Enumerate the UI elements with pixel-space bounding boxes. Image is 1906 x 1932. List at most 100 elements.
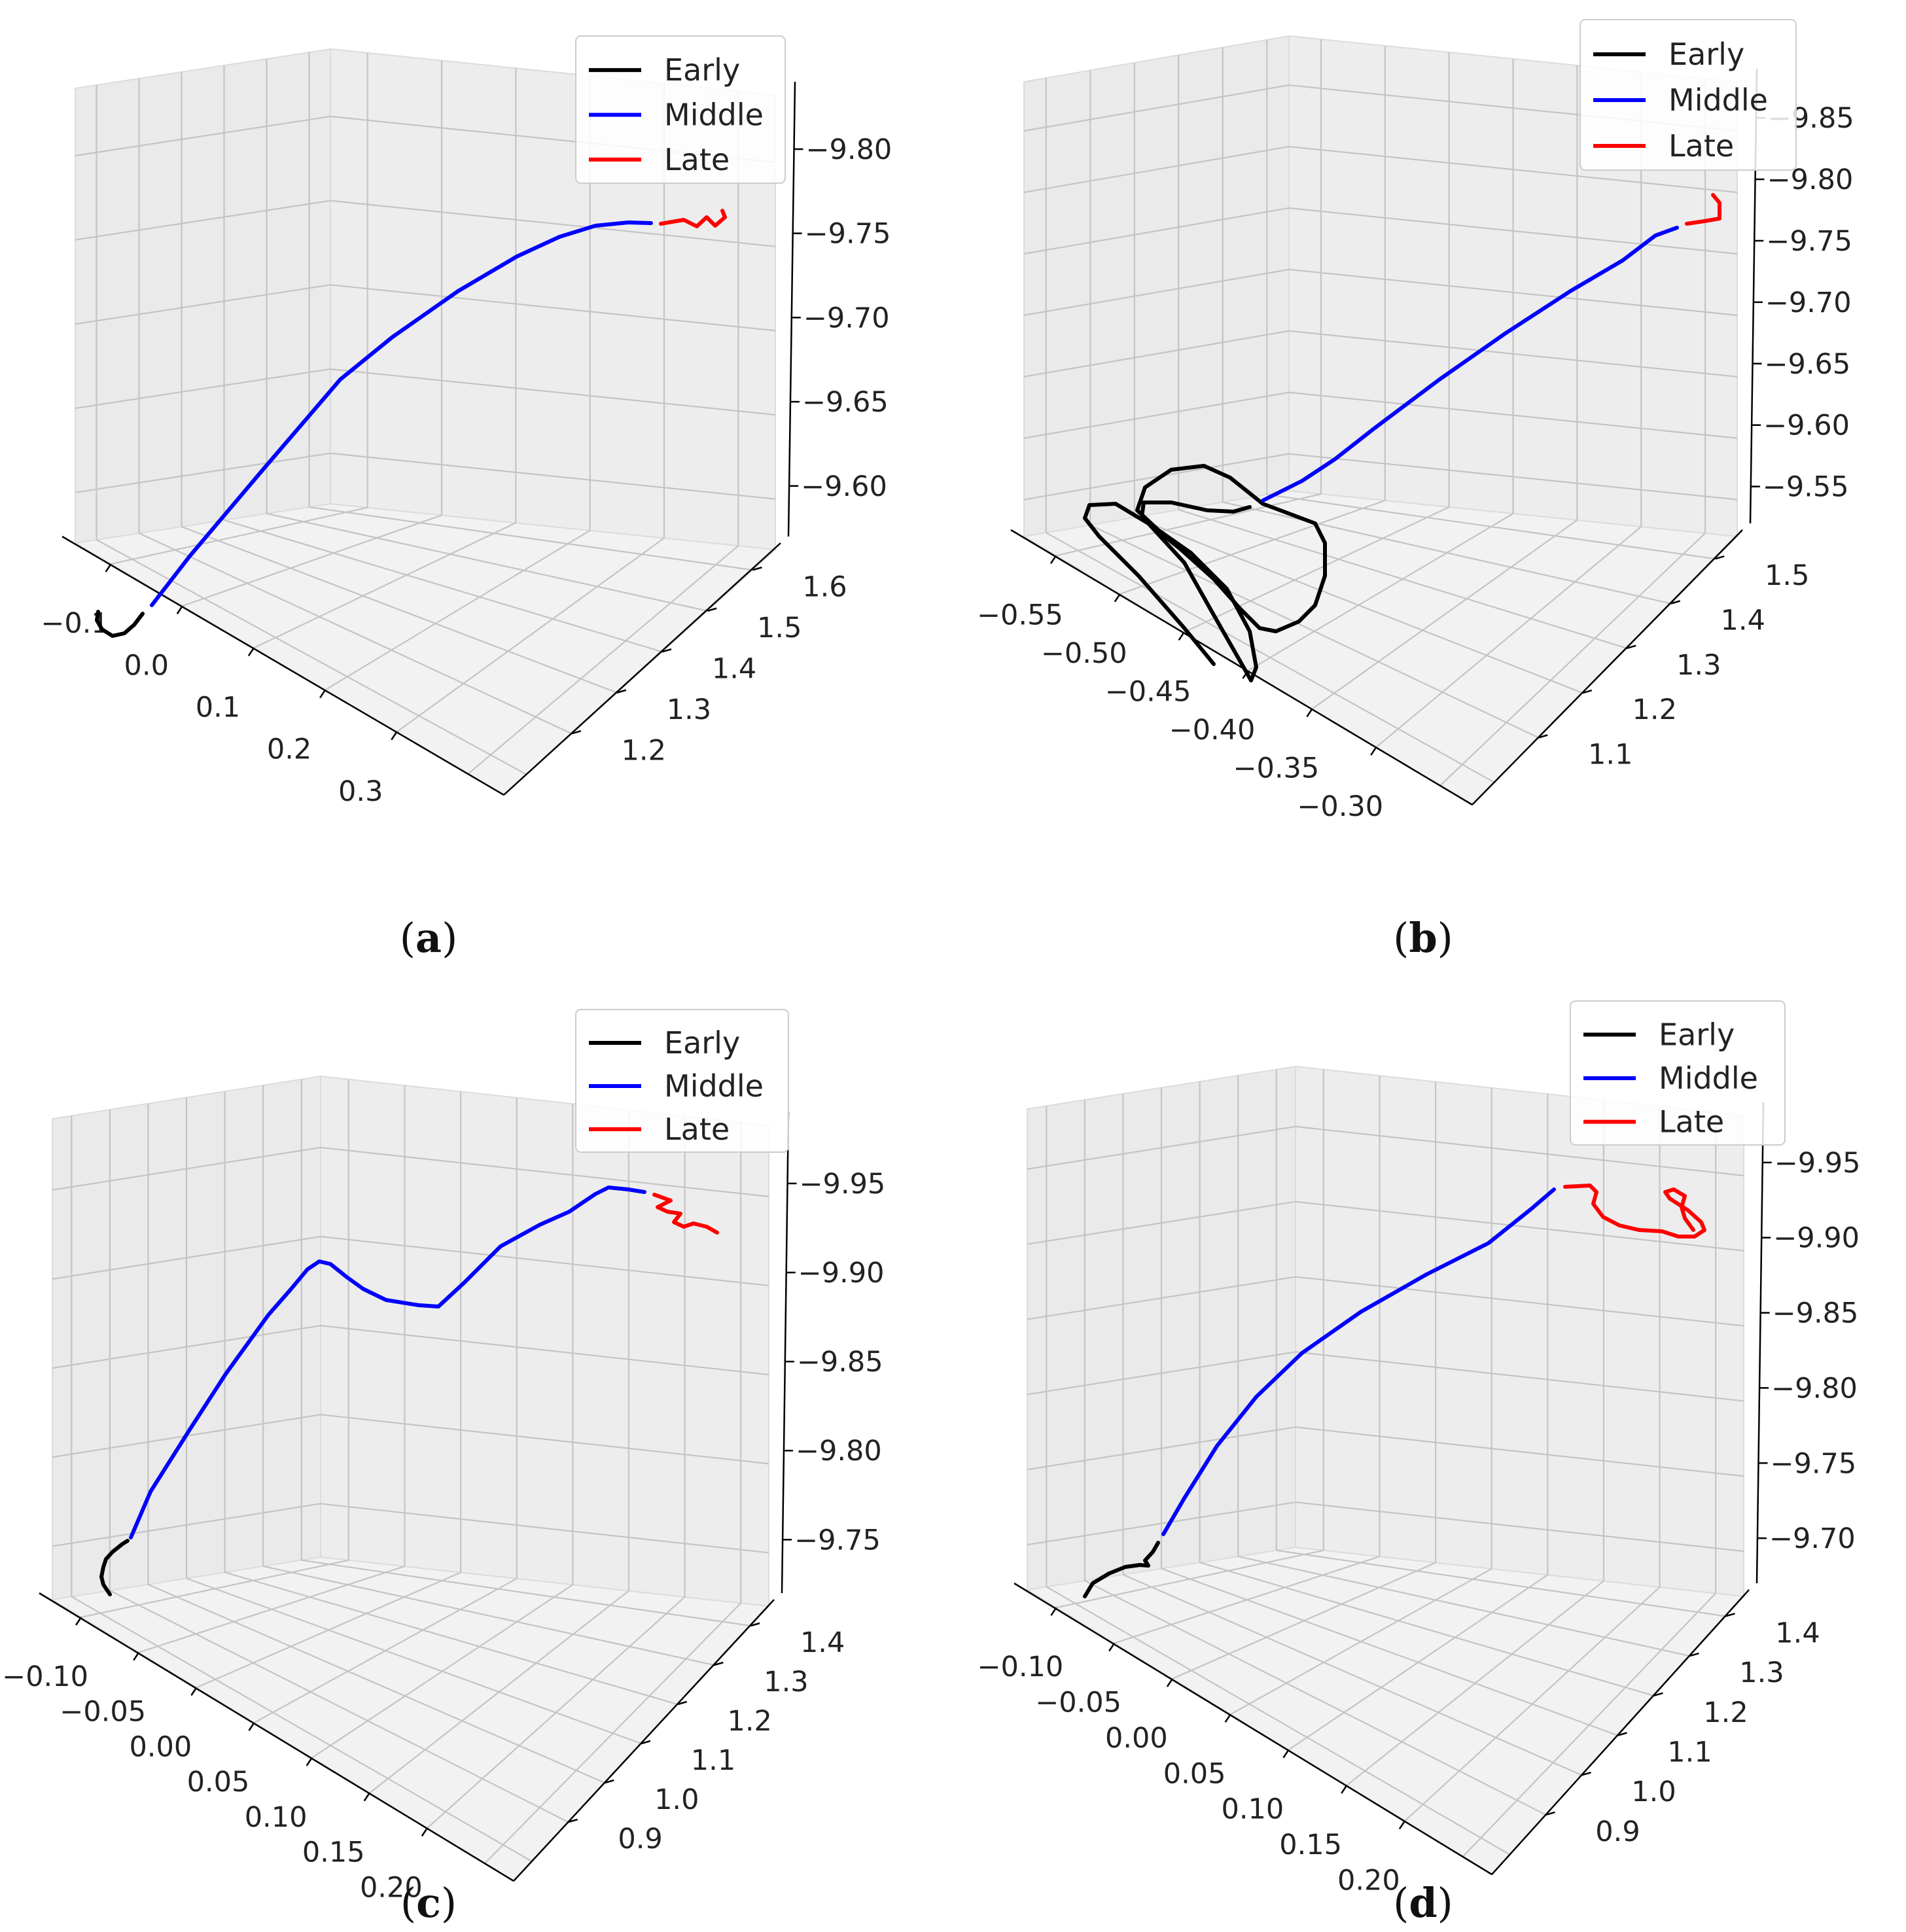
legend: Early Middle Late (575, 35, 786, 184)
series-middle-line (1261, 226, 1679, 502)
y-tick (641, 1740, 651, 1745)
legend: Early Middle Late (575, 1009, 789, 1153)
x-tick (176, 605, 183, 614)
x-tick-label: −0.50 (1041, 637, 1127, 670)
x-tick (1341, 1785, 1348, 1794)
z-tick-label: −9.95 (800, 1168, 886, 1201)
gridline-z (1027, 1125, 1744, 1176)
panel-caption: (a) (400, 914, 458, 962)
legend-label-middle: Middle (664, 1068, 764, 1104)
gridline-z (1023, 268, 1738, 316)
chart-panel-c: −0.10−0.050.000.050.100.150.20 1.4 1.3 1.2 1… (2, 1009, 886, 1927)
gridline-y (266, 512, 708, 612)
gridline-y (1134, 516, 1583, 694)
y-tick (707, 607, 717, 612)
z-tick-label: −9.90 (1773, 1222, 1860, 1255)
x-tick-label: 0.15 (1279, 1829, 1342, 1861)
x-tick (421, 1827, 428, 1837)
legend-label-early: Early (664, 1025, 740, 1061)
gridline-z (52, 1414, 769, 1465)
x-axis-line (1014, 1582, 1492, 1876)
series-late-line (1685, 193, 1721, 226)
gridline-z (1027, 1276, 1744, 1327)
z-tick-label: −9.70 (803, 302, 890, 334)
gridline-z (1027, 1501, 1744, 1553)
gridline-z (1023, 330, 1738, 378)
y-tick-label: 0.9 (618, 1823, 662, 1855)
z-tick-label: −9.75 (1771, 1447, 1857, 1480)
gridline-x (182, 514, 442, 607)
y-tick-label: 1.5 (1765, 559, 1809, 592)
z-tick-label: −9.80 (796, 1435, 882, 1467)
gridline-y (1199, 1562, 1654, 1696)
z-tick-label: −9.75 (1766, 225, 1852, 258)
legend-box (1570, 1000, 1786, 1146)
x-tick-label: 0.10 (245, 1801, 308, 1834)
series-early-line (99, 1539, 130, 1596)
legend-box (575, 1009, 789, 1153)
x-tick (1398, 1820, 1405, 1830)
y-tick-label: 1.4 (1775, 1617, 1820, 1649)
y-tick (1545, 1811, 1555, 1816)
series-middle-line (129, 1186, 646, 1539)
x-tick (1178, 631, 1185, 641)
legend-box (1580, 19, 1797, 171)
legend-label-middle: Middle (1659, 1061, 1758, 1096)
series-middle-line (150, 220, 653, 607)
gridline-x (396, 537, 665, 733)
x-tick (1370, 746, 1377, 756)
y-tick-label: 1.2 (1703, 1696, 1748, 1729)
gridline-y (96, 539, 527, 775)
y-axis-line (513, 1599, 775, 1882)
z-axis-line (1756, 1102, 1765, 1584)
legend-label-late: Late (1659, 1104, 1724, 1140)
x-tick (319, 689, 326, 699)
right-back-pane (1295, 1065, 1744, 1598)
legend-label-late: Late (664, 1112, 730, 1147)
z-axis-line (787, 81, 796, 537)
z-tick-label: −9.55 (1763, 471, 1849, 504)
y-tick (662, 648, 672, 653)
gridline-x (1055, 493, 1322, 557)
y-tick-label: 1.3 (667, 694, 711, 726)
y-tick (1689, 1652, 1699, 1657)
z-tick-label: −9.75 (805, 218, 891, 251)
series-middle-line (1161, 1187, 1556, 1536)
x-tick (133, 1651, 140, 1661)
y-tick-label: 1.1 (691, 1744, 735, 1777)
left-back-pane (75, 48, 331, 544)
y-tick-label: 1.0 (654, 1783, 699, 1816)
y-tick-label: 1.4 (800, 1626, 845, 1659)
gridline-x (1375, 526, 1642, 748)
x-tick (105, 563, 112, 572)
legend-label-early: Early (664, 52, 740, 88)
series-early-line (95, 610, 145, 638)
gridline-y (1046, 532, 1495, 783)
chart-panel-d: −0.10 −0.050.000.050.100.150.20 1.4 1.3 1.2 1… (977, 1000, 1861, 1927)
z-tick-label: −9.85 (797, 1346, 883, 1379)
legend-label-middle: Middle (1668, 82, 1768, 118)
z-axis-line (781, 1112, 790, 1594)
x-tick (1166, 1678, 1173, 1687)
y-tick-label: 1.2 (728, 1705, 772, 1738)
gridline-z (1023, 391, 1738, 439)
gridline-y (1161, 1568, 1618, 1736)
x-tick-label: 0.3 (338, 775, 383, 808)
chart-panel-b: −0.55 −0.50 −0.45 −0.40 −0.35 −0.30 1.51.41.3 1… (977, 19, 1854, 962)
z-tick-label: −9.80 (1771, 1372, 1858, 1405)
gridline-y (1178, 509, 1627, 649)
gridline-z (1027, 1426, 1744, 1477)
y-tick (1626, 644, 1636, 650)
gridline-z (75, 368, 776, 416)
legend: Early Middle Late (1570, 1000, 1786, 1146)
z-tick-label: −9.75 (794, 1524, 881, 1556)
y-tick (568, 1818, 578, 1823)
y-tick (604, 1779, 614, 1784)
gridline-x (1439, 533, 1706, 786)
series-late-line (659, 209, 727, 228)
z-tick-label: −9.60 (1763, 410, 1850, 442)
gridline-x (1247, 513, 1514, 671)
y-tick-label: 1.0 (1631, 1776, 1676, 1808)
gridline-y (1222, 501, 1671, 605)
